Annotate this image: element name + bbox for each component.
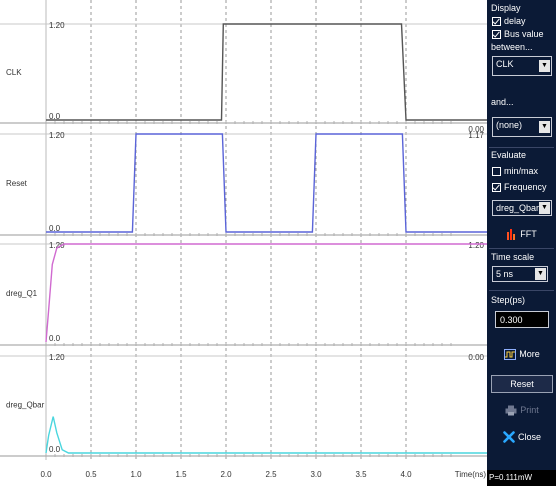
- and-label: and...: [491, 97, 514, 107]
- evaluate-section-label: Evaluate: [491, 150, 527, 160]
- signal-current-value: 0.00: [468, 125, 484, 134]
- waveform-canvas[interactable]: 1.20 0.0 CLK 0.00 1.20 0.0 Reset 1.17 1.20 0.0 dre…: [0, 0, 487, 486]
- signal-current-value: 1.17: [468, 131, 484, 140]
- between-label: between...: [491, 42, 533, 52]
- lane-lo-label: 0.0: [49, 445, 61, 454]
- fft-button-label: FFT: [520, 229, 537, 239]
- step-label: Step(ps): [491, 295, 526, 305]
- frequency-checkbox[interactable]: Frequency: [492, 182, 547, 192]
- bus-value-checkbox[interactable]: Bus value: [492, 29, 544, 39]
- bus-value-checkbox-label: Bus value: [504, 29, 544, 39]
- delay-checkbox-label: delay: [504, 16, 526, 26]
- time-scale-select[interactable]: 5 ns ▼: [492, 266, 548, 282]
- more-button-label: More: [519, 349, 540, 359]
- to-signal-select[interactable]: (none) ▼: [492, 117, 552, 137]
- signal-trace: [46, 133, 487, 233]
- signal-name: CLK: [6, 68, 22, 77]
- signal-trace: [45, 243, 487, 343]
- frequency-checkbox-box[interactable]: [492, 182, 501, 192]
- time-scale-label: Time scale: [491, 252, 535, 262]
- close-icon: [503, 431, 515, 443]
- lane-hi-label: 1.20: [49, 131, 65, 140]
- more-button[interactable]: More: [491, 345, 553, 363]
- x-tick-label: 1.5: [175, 470, 187, 479]
- signal-name: dreg_Qbar: [6, 401, 45, 410]
- signal-name: dreg_Q1: [6, 289, 38, 298]
- time-scale-value: 5 ns: [496, 269, 514, 279]
- lane-hi-label: 1.20: [49, 353, 65, 362]
- x-tick-label: 4.0: [400, 470, 412, 479]
- signal-trace: [45, 416, 487, 454]
- print-button[interactable]: Print: [491, 401, 553, 419]
- fft-icon: [507, 229, 516, 240]
- chevron-down-icon[interactable]: ▼: [539, 60, 550, 72]
- waveform-plot[interactable]: 1.20 0.0 CLK 0.00 1.20 0.0 Reset 1.17 1.20 0.0 dre…: [0, 0, 487, 486]
- close-button[interactable]: Close: [491, 428, 553, 446]
- control-panel: Display delay Bus value between... CLK ▼ …: [487, 0, 556, 486]
- signal-current-value: 0.00: [468, 353, 484, 362]
- display-section-label: Display: [491, 3, 521, 13]
- signal-name: Reset: [6, 179, 28, 188]
- x-tick-label: 2.0: [220, 470, 232, 479]
- lane-lo-label: 0.0: [49, 112, 61, 121]
- fft-button[interactable]: FFT: [491, 225, 553, 243]
- x-tick-label: 1.0: [130, 470, 142, 479]
- x-tick-label: 3.5: [355, 470, 367, 479]
- x-tick-label: 3.0: [310, 470, 322, 479]
- x-tick-label: 0.5: [85, 470, 97, 479]
- x-tick-label: 0.0: [40, 470, 52, 479]
- waveform-more-icon: [504, 348, 517, 360]
- from-signal-select[interactable]: CLK ▼: [492, 56, 552, 76]
- minmax-checkbox[interactable]: min/max: [492, 166, 538, 176]
- x-axis-label: Time(ns): [455, 470, 487, 479]
- step-input[interactable]: 0.300: [495, 311, 549, 328]
- signal-trace: [46, 23, 487, 121]
- print-button-label: Print: [520, 405, 539, 415]
- frequency-checkbox-label: Frequency: [504, 182, 547, 192]
- reset-button-label: Reset: [510, 379, 534, 389]
- lane-hi-label: 1.20: [49, 21, 65, 30]
- signal-current-value: 1.20: [468, 241, 484, 250]
- bus-value-checkbox-box[interactable]: [492, 29, 501, 39]
- x-tick-label: 2.5: [265, 470, 277, 479]
- printer-icon: [505, 405, 517, 415]
- evaluate-signal-value: dreg_Qbar: [496, 203, 540, 213]
- to-signal-value: (none): [496, 120, 523, 130]
- panel-divider: [489, 147, 554, 148]
- lane-lo-label: 0.0: [49, 334, 61, 343]
- close-button-label: Close: [517, 432, 541, 442]
- chevron-down-icon[interactable]: ▼: [539, 202, 550, 214]
- reset-button[interactable]: Reset: [491, 375, 553, 393]
- from-signal-value: CLK: [496, 59, 514, 69]
- minmax-checkbox-label: min/max: [504, 166, 539, 176]
- delay-checkbox[interactable]: delay: [492, 16, 526, 26]
- status-bar: P=0.111mW: [487, 470, 556, 486]
- panel-divider: [489, 248, 554, 249]
- delay-checkbox-box[interactable]: [492, 16, 501, 26]
- chevron-down-icon[interactable]: ▼: [539, 121, 550, 133]
- chevron-down-icon[interactable]: ▼: [535, 268, 546, 280]
- evaluate-signal-select[interactable]: dreg_Qbar ▼: [492, 200, 552, 216]
- lane-hi-label: 1.20: [49, 241, 65, 250]
- panel-divider: [489, 290, 554, 291]
- minmax-checkbox-box[interactable]: [492, 166, 501, 176]
- lane-lo-label: 0.0: [49, 224, 61, 233]
